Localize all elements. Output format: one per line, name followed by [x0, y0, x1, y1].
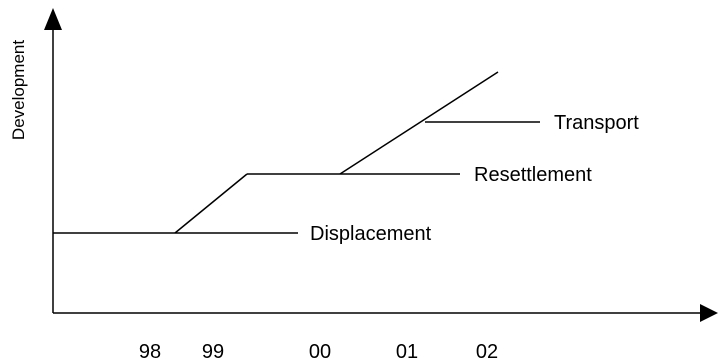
- rise-to-transport: [339, 71, 499, 175]
- transport-label: Transport: [554, 112, 639, 134]
- y-axis-arrowhead: [44, 8, 62, 30]
- displacement-label: Displacement: [310, 223, 432, 245]
- resettlement-label: Resettlement: [474, 164, 592, 186]
- x-tick-00: 00: [309, 341, 331, 361]
- rise-to-resettlement: [174, 173, 248, 234]
- x-axis-arrowhead: [700, 304, 718, 322]
- y-axis-label: Development: [9, 40, 28, 140]
- x-tick-98: 98: [139, 341, 161, 361]
- x-tick-01: 01: [396, 341, 418, 361]
- x-tick-02: 02: [476, 341, 498, 361]
- x-tick-99: 99: [202, 341, 224, 361]
